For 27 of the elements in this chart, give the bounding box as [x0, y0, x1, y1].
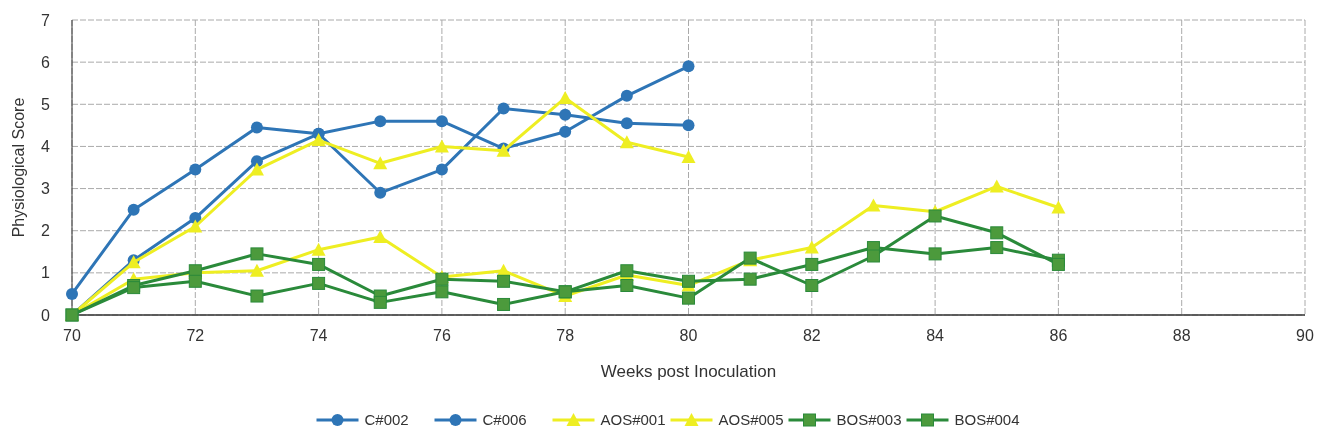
y-tick-label: 0	[41, 306, 51, 324]
x-tick-label: 90	[1296, 327, 1314, 344]
y-tick-label: 5	[41, 95, 51, 113]
x-tick-label: 76	[433, 327, 451, 344]
y-tick-label: 1	[41, 264, 51, 282]
legend-label: C#002	[364, 411, 409, 429]
legend-label: AOS#001	[600, 411, 666, 429]
y-tick-label: 3	[41, 180, 51, 198]
y-axis-title: Physiological Score	[10, 97, 27, 238]
legend-label: C#006	[482, 411, 527, 429]
x-tick-label: 80	[679, 327, 698, 344]
x-tick-label: 86	[1049, 327, 1068, 344]
legend-label: AOS#005	[718, 411, 784, 429]
x-tick-label: 74	[309, 327, 328, 344]
legend-label: BOS#004	[954, 411, 1020, 429]
x-tick-label: 78	[556, 327, 575, 344]
x-tick-label: 70	[63, 327, 81, 344]
x-tick-label: 84	[926, 327, 945, 344]
x-axis-title: Weeks post Inoculation	[600, 362, 777, 381]
y-tick-label: 4	[41, 138, 51, 156]
x-tick-label: 88	[1172, 327, 1191, 344]
x-tick-label: 72	[186, 327, 205, 344]
y-tick-label: 6	[41, 53, 51, 71]
y-tick-label: 7	[41, 11, 51, 29]
legend-label: BOS#003	[836, 411, 902, 429]
y-tick-label: 2	[41, 222, 51, 240]
x-tick-label: 82	[802, 327, 821, 344]
